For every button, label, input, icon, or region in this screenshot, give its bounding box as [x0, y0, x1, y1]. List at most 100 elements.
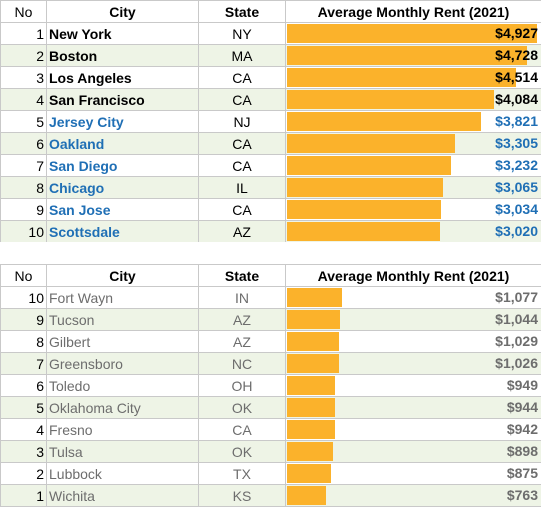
table-row[interactable]: 9 San Jose CA $3,034 [0, 198, 541, 221]
rank-cell[interactable]: 3 [0, 66, 47, 89]
header-city[interactable]: City [46, 264, 199, 287]
header-no[interactable]: No [0, 0, 47, 23]
state-cell[interactable]: CA [198, 418, 286, 441]
rank-cell[interactable]: 6 [0, 132, 47, 155]
rank-cell[interactable]: 8 [0, 330, 47, 353]
table-row[interactable]: 4 Fresno CA $942 [0, 418, 541, 441]
state-cell[interactable]: CA [198, 132, 286, 155]
city-cell[interactable]: Tucson [46, 308, 199, 331]
rent-cell[interactable]: $1,077 [285, 286, 541, 309]
rent-cell[interactable]: $3,232 [285, 154, 541, 177]
city-cell[interactable]: Lubbock [46, 462, 199, 485]
city-cell[interactable]: San Francisco [46, 88, 199, 111]
header-rent[interactable]: Average Monthly Rent (2021) [285, 0, 541, 23]
rent-cell[interactable]: $1,026 [285, 352, 541, 375]
rank-cell[interactable]: 6 [0, 374, 47, 397]
rank-cell[interactable]: 5 [0, 110, 47, 133]
rank-cell[interactable]: 2 [0, 44, 47, 67]
state-cell[interactable]: CA [198, 154, 286, 177]
table-row[interactable]: 8 Chicago IL $3,065 [0, 176, 541, 199]
state-cell[interactable]: TX [198, 462, 286, 485]
rank-cell[interactable]: 10 [0, 220, 47, 243]
table-row[interactable]: 3 Los Angeles CA $4,514 [0, 66, 541, 89]
table-row[interactable]: 7 Greensboro NC $1,026 [0, 352, 541, 375]
table-row[interactable]: 10 Scottsdale AZ $3,020 [0, 220, 541, 243]
rank-cell[interactable]: 8 [0, 176, 47, 199]
table-row[interactable]: 6 Oakland CA $3,305 [0, 132, 541, 155]
rank-cell[interactable]: 7 [0, 352, 47, 375]
state-cell[interactable]: CA [198, 66, 286, 89]
city-cell[interactable]: Scottsdale [46, 220, 199, 243]
rent-cell[interactable]: $4,514 [285, 66, 541, 89]
table-row[interactable]: 2 Boston MA $4,728 [0, 44, 541, 67]
table-row[interactable]: 10 Fort Wayn IN $1,077 [0, 286, 541, 309]
rank-cell[interactable]: 9 [0, 198, 47, 221]
state-cell[interactable]: NC [198, 352, 286, 375]
city-cell[interactable]: Toledo [46, 374, 199, 397]
rent-cell[interactable]: $4,084 [285, 88, 541, 111]
table-row[interactable]: 5 Oklahoma City OK $944 [0, 396, 541, 419]
state-cell[interactable]: AZ [198, 220, 286, 243]
city-cell[interactable]: Oakland [46, 132, 199, 155]
header-rent[interactable]: Average Monthly Rent (2021) [285, 264, 541, 287]
city-cell[interactable]: Wichita [46, 484, 199, 507]
rent-cell[interactable]: $898 [285, 440, 541, 463]
rent-cell[interactable]: $949 [285, 374, 541, 397]
city-cell[interactable]: Boston [46, 44, 199, 67]
city-cell[interactable]: Jersey City [46, 110, 199, 133]
table-row[interactable]: 2 Lubbock TX $875 [0, 462, 541, 485]
table-row[interactable]: 6 Toledo OH $949 [0, 374, 541, 397]
rank-cell[interactable]: 4 [0, 88, 47, 111]
rent-cell[interactable]: $3,065 [285, 176, 541, 199]
city-cell[interactable]: Fort Wayn [46, 286, 199, 309]
state-cell[interactable]: AZ [198, 308, 286, 331]
rent-cell[interactable]: $3,821 [285, 110, 541, 133]
rank-cell[interactable]: 10 [0, 286, 47, 309]
rent-cell[interactable]: $1,029 [285, 330, 541, 353]
rent-cell[interactable]: $3,305 [285, 132, 541, 155]
rank-cell[interactable]: 4 [0, 418, 47, 441]
header-state[interactable]: State [198, 0, 286, 23]
state-cell[interactable]: CA [198, 198, 286, 221]
rent-cell[interactable]: $1,044 [285, 308, 541, 331]
rank-cell[interactable]: 1 [0, 22, 47, 45]
city-cell[interactable]: Oklahoma City [46, 396, 199, 419]
rent-cell[interactable]: $3,020 [285, 220, 541, 243]
state-cell[interactable]: MA [198, 44, 286, 67]
state-cell[interactable]: OK [198, 440, 286, 463]
table-row[interactable]: 8 Gilbert AZ $1,029 [0, 330, 541, 353]
rank-cell[interactable]: 1 [0, 484, 47, 507]
rent-cell[interactable]: $875 [285, 462, 541, 485]
city-cell[interactable]: Chicago [46, 176, 199, 199]
state-cell[interactable]: CA [198, 88, 286, 111]
header-city[interactable]: City [46, 0, 199, 23]
rent-cell[interactable]: $4,728 [285, 44, 541, 67]
table-row[interactable]: 4 San Francisco CA $4,084 [0, 88, 541, 111]
state-cell[interactable]: OH [198, 374, 286, 397]
city-cell[interactable]: Tulsa [46, 440, 199, 463]
state-cell[interactable]: KS [198, 484, 286, 507]
city-cell[interactable]: Los Angeles [46, 66, 199, 89]
table-row[interactable]: 9 Tucson AZ $1,044 [0, 308, 541, 331]
rent-cell[interactable]: $4,927 [285, 22, 541, 45]
header-no[interactable]: No [0, 264, 47, 287]
city-cell[interactable]: Fresno [46, 418, 199, 441]
table-row[interactable]: 1 Wichita KS $763 [0, 484, 541, 507]
state-cell[interactable]: AZ [198, 330, 286, 353]
rent-cell[interactable]: $944 [285, 396, 541, 419]
state-cell[interactable]: NY [198, 22, 286, 45]
state-cell[interactable]: IN [198, 286, 286, 309]
rank-cell[interactable]: 5 [0, 396, 47, 419]
city-cell[interactable]: San Diego [46, 154, 199, 177]
state-cell[interactable]: OK [198, 396, 286, 419]
city-cell[interactable]: Gilbert [46, 330, 199, 353]
header-state[interactable]: State [198, 264, 286, 287]
state-cell[interactable]: IL [198, 176, 286, 199]
rank-cell[interactable]: 9 [0, 308, 47, 331]
table-row[interactable]: 1 New York NY $4,927 [0, 22, 541, 45]
table-row[interactable]: 5 Jersey City NJ $3,821 [0, 110, 541, 133]
rank-cell[interactable]: 7 [0, 154, 47, 177]
rank-cell[interactable]: 2 [0, 462, 47, 485]
rent-cell[interactable]: $3,034 [285, 198, 541, 221]
city-cell[interactable]: Greensboro [46, 352, 199, 375]
